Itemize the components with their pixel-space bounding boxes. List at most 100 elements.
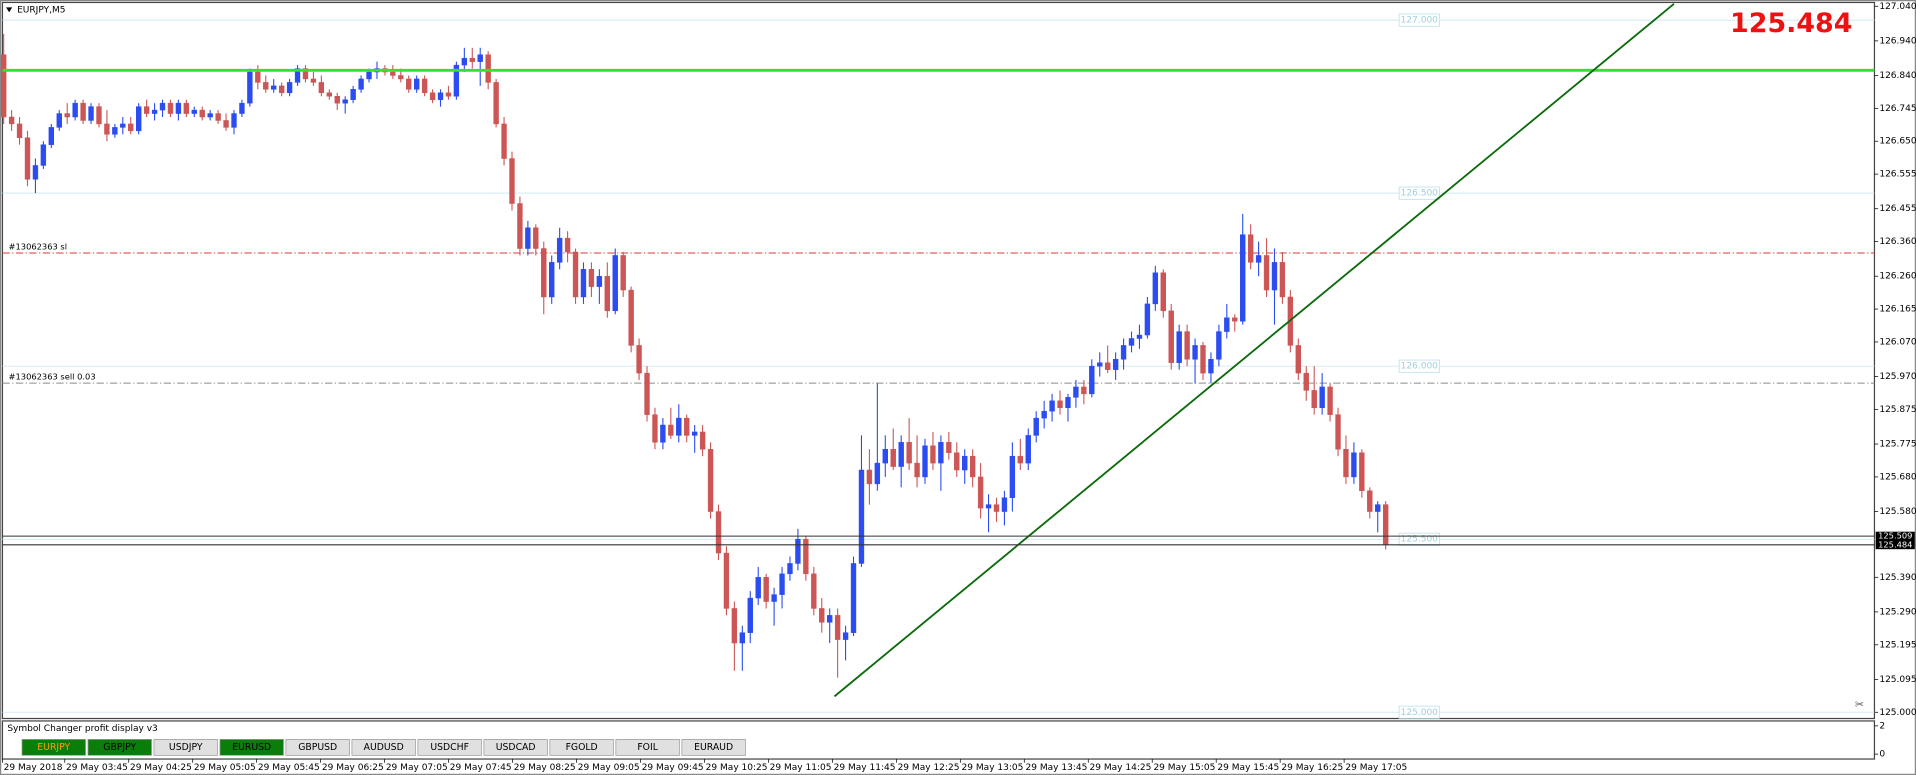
button-face[interactable] xyxy=(615,739,680,756)
button-face[interactable] xyxy=(681,739,746,756)
y-tick-label: 125.290 xyxy=(1879,607,1916,617)
bid-label-box xyxy=(1875,540,1915,550)
button-face[interactable] xyxy=(351,739,416,756)
y-tick-label: 126.360 xyxy=(1879,237,1916,247)
candle-body xyxy=(739,632,746,644)
candle-body xyxy=(906,442,912,464)
candle-body xyxy=(0,54,7,118)
x-tick-label: 29 May 14:25 xyxy=(1089,763,1151,773)
candle-body xyxy=(541,248,547,298)
candle-body xyxy=(390,71,396,76)
button-face[interactable] xyxy=(21,739,86,756)
candle-body xyxy=(898,442,904,467)
candle-body xyxy=(938,442,944,464)
main-chart-frame xyxy=(1,1,1876,720)
round-level-label: 127.000 xyxy=(1401,16,1439,26)
candle-body xyxy=(136,106,142,132)
symbol-button[interactable]: GBPUSD xyxy=(285,739,350,756)
button-face[interactable] xyxy=(219,739,284,756)
candle-body xyxy=(954,452,960,471)
symbol-button[interactable]: AUDUSD xyxy=(351,739,416,756)
x-tick-label: 29 May 17:05 xyxy=(1345,763,1407,773)
candle-body xyxy=(16,123,23,139)
candle-body xyxy=(477,54,483,62)
ask-label: 125.509 xyxy=(1878,531,1912,541)
button-face[interactable] xyxy=(153,739,218,756)
candle-body xyxy=(1279,262,1286,298)
candle-body xyxy=(977,476,984,509)
button-face[interactable] xyxy=(417,739,482,756)
candle-body xyxy=(302,68,309,80)
candle-body xyxy=(882,449,888,464)
button-face[interactable] xyxy=(87,739,152,756)
symbol-button[interactable]: USDCAD xyxy=(483,739,548,756)
candle-body xyxy=(715,511,722,554)
button-face[interactable] xyxy=(483,739,548,756)
candle-body xyxy=(1208,359,1214,374)
candle-body xyxy=(501,123,507,159)
symbol-button[interactable]: FGOLD xyxy=(549,739,614,756)
symbol-button[interactable]: USDJPY xyxy=(153,739,218,756)
y-tick-label: 127.040 xyxy=(1879,2,1916,12)
symbol-button[interactable]: USDCHF xyxy=(417,739,482,756)
candle-body xyxy=(1073,386,1079,398)
candle-body xyxy=(493,82,499,125)
button-label[interactable]: GBPJPY xyxy=(103,742,136,753)
candle-body xyxy=(120,123,126,128)
y-tick-label: 126.555 xyxy=(1879,170,1916,180)
candle-body xyxy=(811,573,817,609)
round-level-label: 125.500 xyxy=(1401,535,1439,545)
candle-body xyxy=(1263,255,1270,291)
candle-body xyxy=(207,113,213,118)
button-face[interactable] xyxy=(285,739,350,756)
candle-body xyxy=(271,85,277,90)
button-label[interactable]: EURJPY xyxy=(37,742,70,753)
button-label[interactable]: USDJPY xyxy=(169,742,203,753)
candle-body xyxy=(556,237,563,263)
candle-body xyxy=(112,127,118,135)
round-level-label: 126.500 xyxy=(1401,189,1439,199)
candle-body xyxy=(819,608,825,623)
chart-title: EURJPY,M5 xyxy=(17,5,65,15)
candle-body xyxy=(1017,455,1024,464)
candle-body xyxy=(731,608,738,644)
candle-body xyxy=(1120,345,1127,360)
x-tick-label: 29 May 09:05 xyxy=(578,763,640,773)
button-label[interactable]: FGOLD xyxy=(566,742,598,753)
x-tick-label: 29 May 04:25 xyxy=(130,763,192,773)
button-label[interactable]: AUDUSD xyxy=(364,742,404,753)
symbol-button[interactable]: EURUSD xyxy=(219,739,284,756)
candle-body xyxy=(286,82,293,94)
candle-body xyxy=(699,431,706,450)
candle-body xyxy=(263,82,269,90)
button-label[interactable]: USDCHF xyxy=(430,742,469,753)
candle-body xyxy=(755,577,761,599)
candle-body xyxy=(1184,331,1190,360)
button-label[interactable]: FOIL xyxy=(637,742,658,753)
symbol-button[interactable]: FOIL xyxy=(615,739,680,756)
y-tick-label: 125.195 xyxy=(1879,640,1916,650)
candle-body xyxy=(890,449,896,467)
button-face[interactable] xyxy=(549,739,614,756)
symbol-button[interactable]: EURJPY xyxy=(21,739,86,756)
symbol-button[interactable]: GBPJPY xyxy=(87,739,152,756)
button-label[interactable]: GBPUSD xyxy=(298,742,337,753)
y-tick-label: 125.970 xyxy=(1879,372,1916,382)
candle-body xyxy=(1049,400,1055,412)
round-level-label: 126.000 xyxy=(1401,362,1439,372)
candle-body xyxy=(1001,497,1008,512)
candle-body xyxy=(445,92,452,97)
candle-body xyxy=(1382,504,1389,546)
candle-body xyxy=(962,455,968,471)
candle-body xyxy=(842,632,849,640)
menu-triangle[interactable] xyxy=(6,7,13,13)
symbol-button[interactable]: EURAUD xyxy=(681,739,746,756)
button-label[interactable]: EURAUD xyxy=(694,742,733,753)
x-tick-label: 29 May 10:25 xyxy=(706,763,768,773)
button-label[interactable]: EURUSD xyxy=(232,742,271,753)
candle-body xyxy=(48,127,55,145)
candle-body xyxy=(8,116,15,125)
y-tick-label: 126.650 xyxy=(1879,137,1916,147)
button-label[interactable]: USDCAD xyxy=(496,742,536,753)
candle-body xyxy=(1176,331,1182,363)
